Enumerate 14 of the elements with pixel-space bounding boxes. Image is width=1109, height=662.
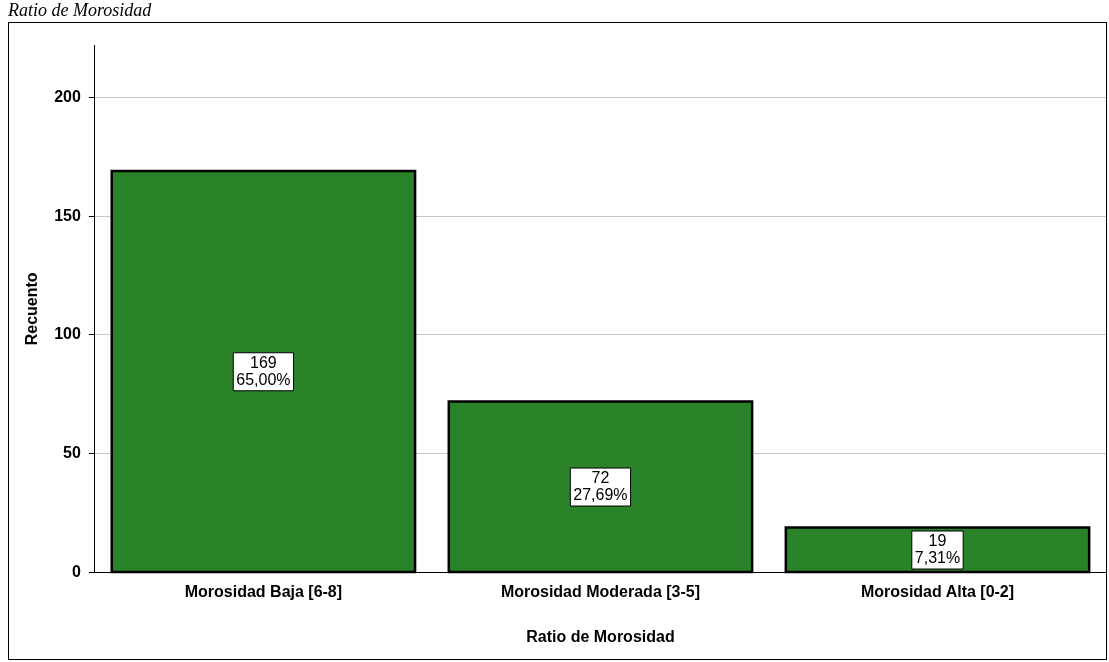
data-label: 169 65,00% bbox=[236, 353, 291, 388]
y-tick-label: 0 bbox=[71, 563, 81, 581]
y-tick-label: 200 bbox=[54, 87, 81, 105]
data-label: 19 7,31% bbox=[914, 531, 961, 566]
chart-title: Ratio de Morosidad bbox=[8, 0, 152, 21]
y-tick-label: 50 bbox=[63, 444, 81, 462]
x-axis-title: Ratio de Morosidad bbox=[526, 627, 675, 645]
x-tick-label: Morosidad Moderada [3-5] bbox=[500, 582, 701, 600]
x-tick-label: Morosidad Baja [6-8] bbox=[184, 582, 343, 600]
x-tick-label: Morosidad Alta [0-2] bbox=[860, 582, 1015, 600]
y-axis-title: Recuento bbox=[23, 272, 41, 346]
y-tick-label: 100 bbox=[54, 325, 81, 343]
data-label: 72 27,69% bbox=[573, 468, 628, 503]
y-tick-label: 150 bbox=[54, 206, 81, 224]
